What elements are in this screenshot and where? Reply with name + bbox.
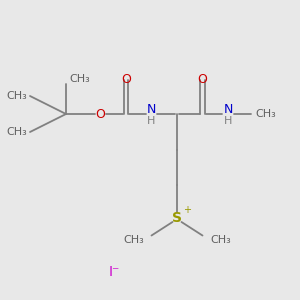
Text: N: N [223, 103, 233, 116]
Text: O: O [121, 73, 131, 86]
Text: +: + [183, 205, 190, 215]
Text: H: H [147, 116, 156, 126]
Text: CH₃: CH₃ [255, 109, 276, 119]
Text: CH₃: CH₃ [69, 74, 90, 85]
Text: CH₃: CH₃ [210, 235, 231, 245]
Text: CH₃: CH₃ [6, 127, 27, 137]
Text: O: O [198, 73, 207, 86]
Text: S: S [172, 211, 182, 224]
Text: CH₃: CH₃ [6, 91, 27, 101]
Text: N: N [147, 103, 156, 116]
Text: O: O [96, 107, 105, 121]
Text: CH₃: CH₃ [123, 235, 144, 245]
Text: H: H [224, 116, 232, 126]
Text: I⁻: I⁻ [108, 265, 120, 278]
